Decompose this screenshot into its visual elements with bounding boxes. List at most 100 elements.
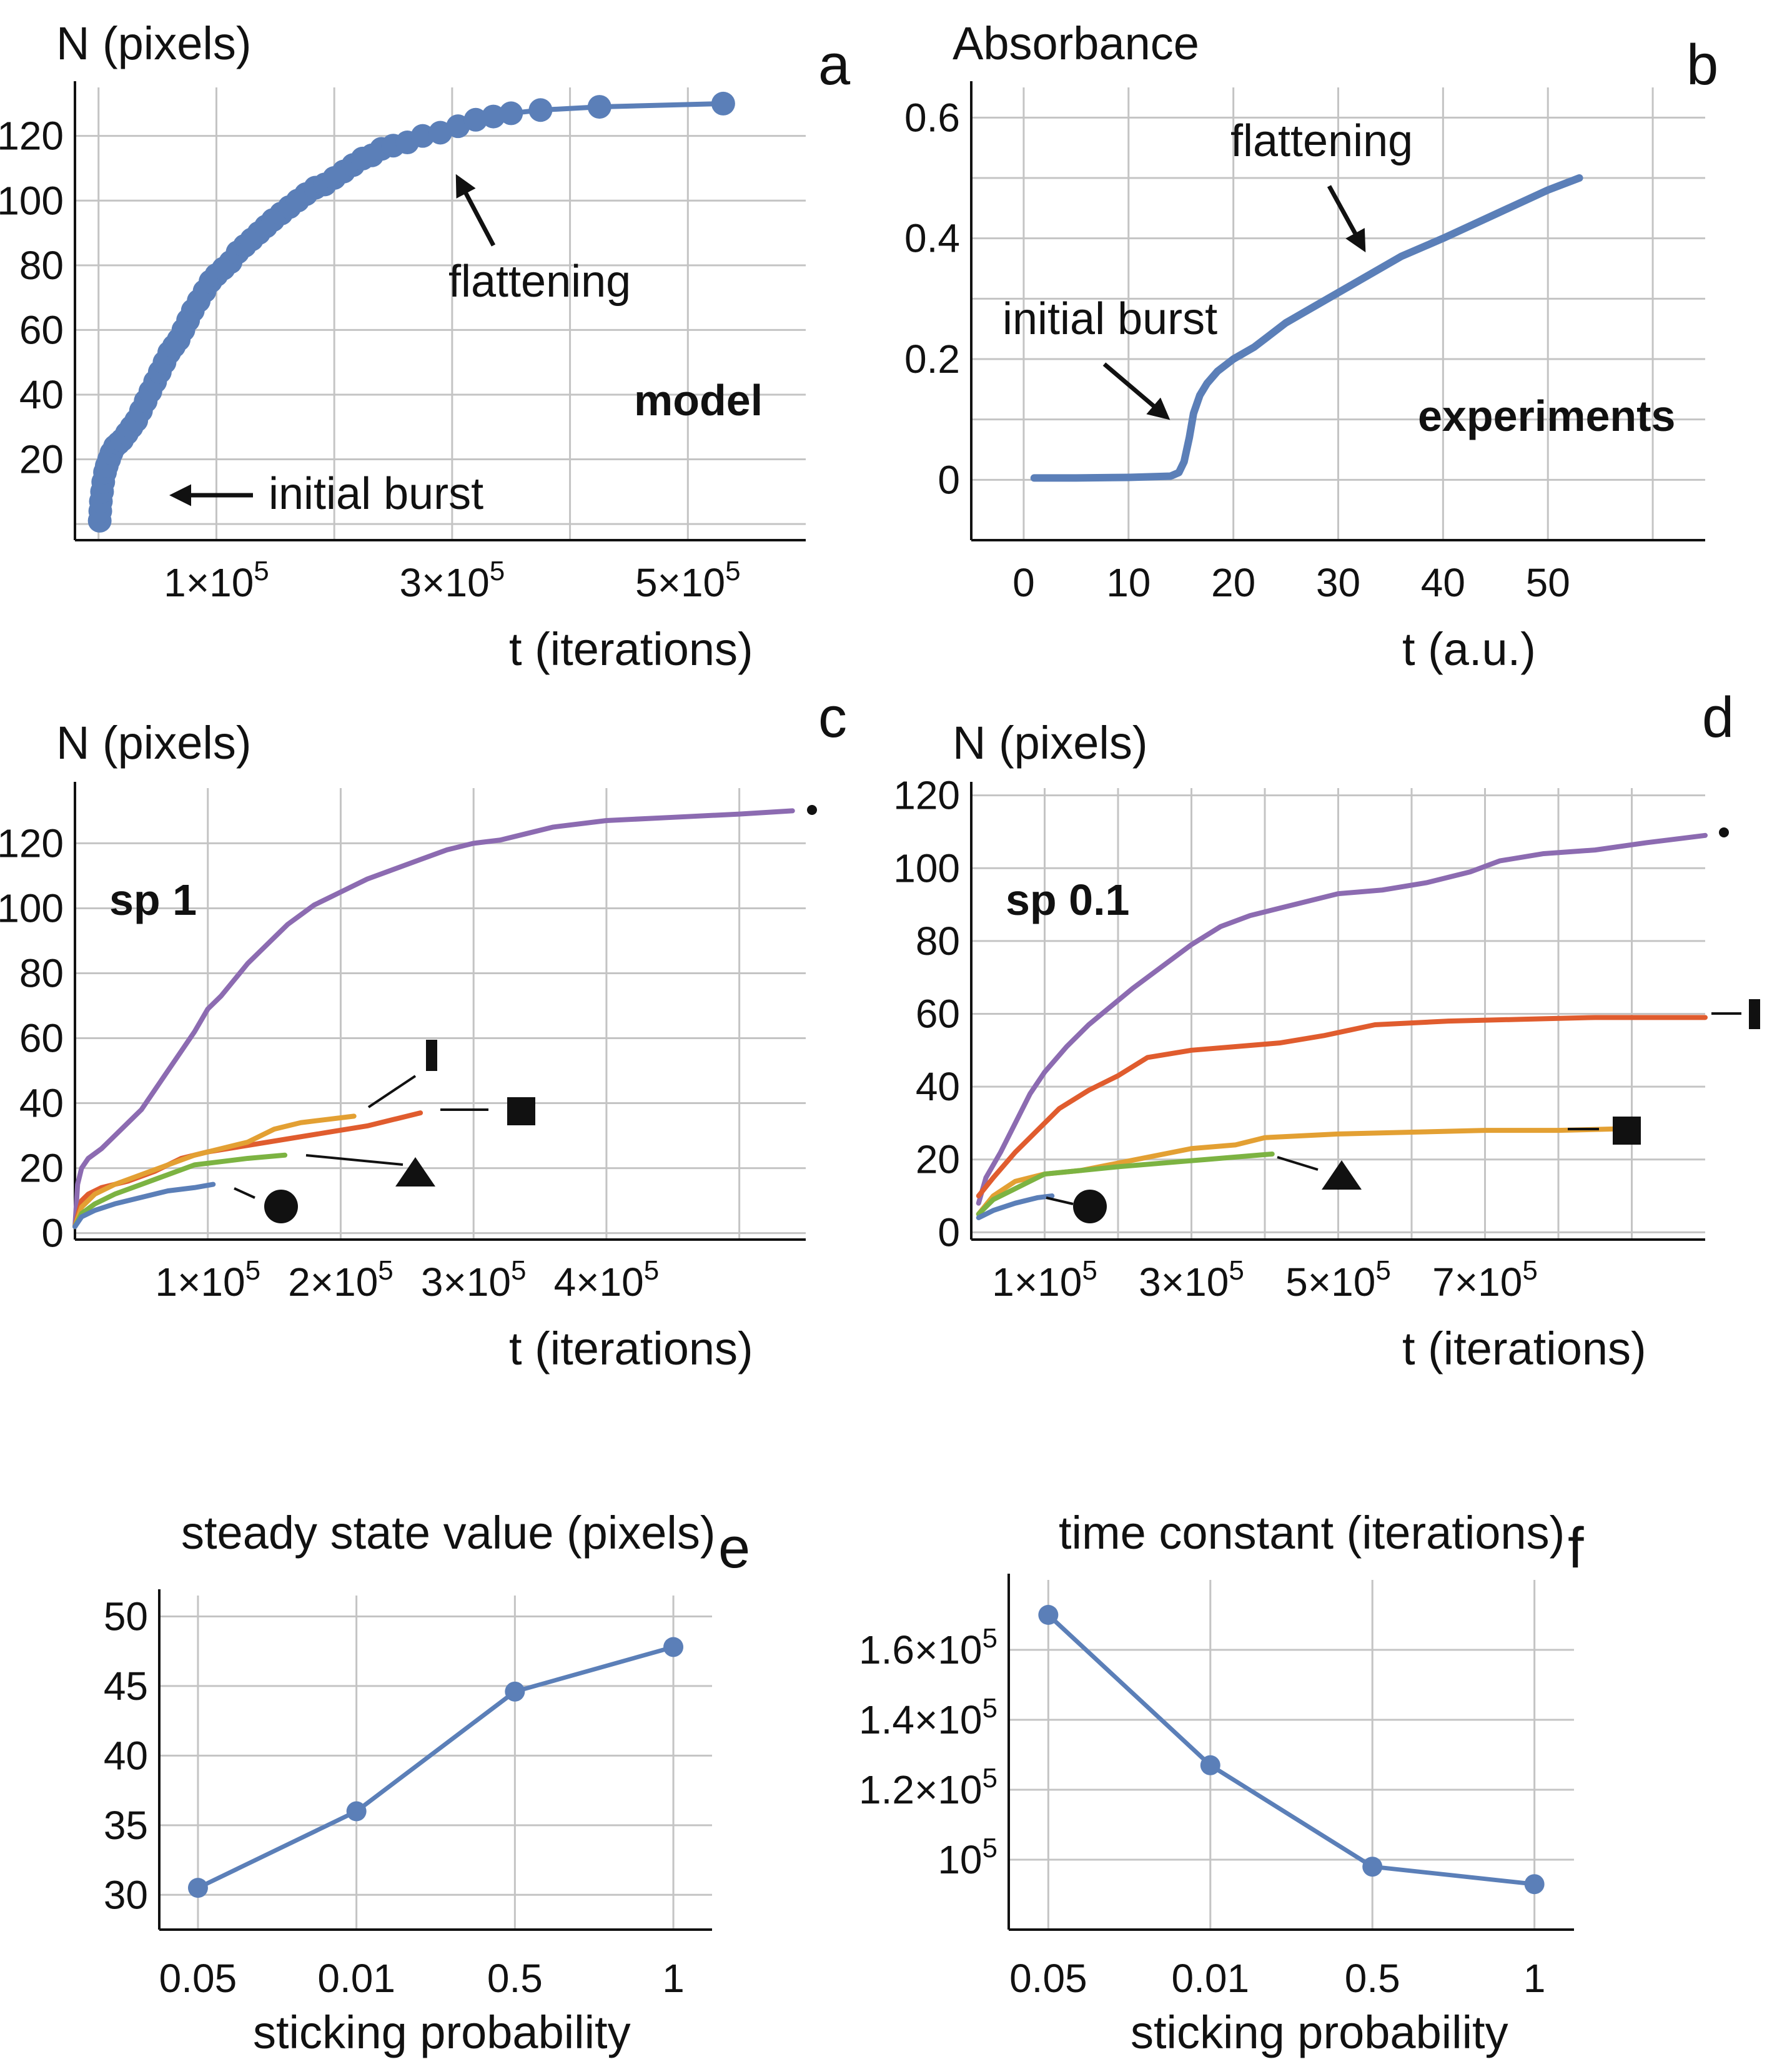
panel-d-ytick-6: 120 bbox=[893, 773, 960, 818]
panel-b-annot-experiments: experiments bbox=[1418, 392, 1675, 440]
panel-a-annot-initial-burst: initial burst bbox=[269, 469, 483, 519]
panel-d-xtick-0: 1×105 bbox=[992, 1255, 1097, 1305]
panel-d-marker-triangle bbox=[1322, 1160, 1362, 1190]
panel-d: 0 20 40 60 80 100 120 1×105 3×105 5×105 7×105 bbox=[893, 773, 1708, 1305]
panel-c-xtick-0: 1×105 bbox=[155, 1255, 260, 1305]
panel-f-xtick-1: 0.01 bbox=[1172, 1956, 1250, 2001]
panel-b: 0 0.2 0.4 0.6 0 10 20 30 40 50 bbox=[904, 81, 1705, 605]
panel-f-ytick-3: 1.6×105 bbox=[859, 1623, 997, 1672]
panel-e-ytick-1: 35 bbox=[104, 1803, 148, 1848]
panel-c-marker-triangle bbox=[395, 1157, 435, 1186]
panel-d-series-orange bbox=[976, 1015, 1708, 1199]
panel-d-xtick-3: 7×105 bbox=[1432, 1255, 1538, 1305]
panel-a-point-56 bbox=[463, 107, 488, 132]
panel-c-xtick-3-exponent: 5 bbox=[644, 1255, 659, 1286]
panel-b-letter: b bbox=[1686, 33, 1718, 97]
panel-d-ytick-1: 20 bbox=[916, 1137, 960, 1182]
panel-b-ylabel: Absorbance bbox=[953, 17, 1199, 69]
panel-c-marker-dot bbox=[807, 805, 817, 815]
panel-d-series-purple bbox=[976, 832, 1708, 1206]
panel-e-xtick-0: 0.05 bbox=[159, 1956, 237, 2001]
panel-c-ytick-2: 40 bbox=[19, 1081, 64, 1126]
panel-d-leader-triangle bbox=[1277, 1156, 1319, 1171]
panel-a-xtick-1: 3×105 bbox=[400, 556, 505, 605]
panel-e-ytick-0: 30 bbox=[104, 1872, 148, 1917]
panel-d-series-blue bbox=[976, 1193, 1055, 1221]
panel-c: 0 20 40 60 80 100 120 1×105 2×105 3×105 4×105 bbox=[0, 782, 806, 1305]
panel-d-xtick-3-exponent: 5 bbox=[1522, 1255, 1537, 1286]
panel-e-ytick-3: 45 bbox=[104, 1664, 148, 1709]
panel-b-ytick-0: 0 bbox=[938, 457, 960, 502]
panel-d-xtick-0-exponent: 5 bbox=[1082, 1255, 1097, 1286]
panel-a-xtick-1-exponent: 5 bbox=[490, 556, 505, 586]
panel-d-xtick-2: 5×105 bbox=[1285, 1255, 1391, 1305]
panel-e-point-3 bbox=[663, 1637, 684, 1657]
panel-f-ytick-0: 105 bbox=[938, 1833, 997, 1882]
panel-d-letter: d bbox=[1702, 686, 1734, 749]
panel-d-legend-markers bbox=[1046, 827, 1760, 1223]
panel-c-series-purple bbox=[72, 808, 795, 1230]
panel-d-leader-circle bbox=[1046, 1196, 1074, 1205]
panel-c-ytick-5: 100 bbox=[0, 886, 64, 930]
panel-f-ytick-2-exponent: 5 bbox=[983, 1693, 997, 1724]
panel-e-xlabel: sticking probability bbox=[253, 2006, 631, 2058]
panel-c-marker-bar bbox=[426, 1040, 437, 1071]
panel-a-ylabel: N (pixels) bbox=[56, 17, 251, 69]
panel-e-point-2 bbox=[505, 1681, 525, 1702]
panel-c-xtick-3: 4×105 bbox=[554, 1255, 660, 1305]
panel-f-xtick-2: 0.5 bbox=[1345, 1956, 1400, 2001]
panel-a-point-57 bbox=[481, 104, 505, 129]
panel-e-xtick-3: 1 bbox=[662, 1956, 685, 2001]
panel-b-ytick-2: 0.4 bbox=[904, 216, 960, 261]
panel-f-letter: f bbox=[1568, 1516, 1584, 1580]
panel-d-ytick-0: 0 bbox=[938, 1210, 960, 1255]
panel-f-ytick-0-exponent: 5 bbox=[983, 1833, 997, 1863]
panel-c-leader-triangle bbox=[305, 1154, 403, 1166]
panel-d-annot-sp: sp 0.1 bbox=[1006, 876, 1129, 924]
panel-a-ytick-1: 40 bbox=[19, 372, 64, 417]
panel-a: 20 40 60 80 100 120 1×105 3×105 5×105 bbox=[0, 81, 806, 605]
panel-c-ytick-6: 120 bbox=[0, 821, 64, 866]
panel-a-ytick-4: 100 bbox=[0, 178, 64, 223]
panel-c-letter: c bbox=[818, 686, 847, 749]
panel-a-ytick-5: 120 bbox=[0, 114, 64, 159]
panel-e-xtick-1: 0.01 bbox=[317, 1956, 395, 2001]
panel-d-ytick-2: 40 bbox=[916, 1064, 960, 1109]
panel-c-xtick-1-exponent: 5 bbox=[378, 1255, 393, 1286]
panel-b-series-experiments bbox=[1030, 174, 1583, 482]
panel-e-ytick-4: 50 bbox=[104, 1594, 148, 1639]
panel-c-marker-circle bbox=[264, 1190, 298, 1223]
panel-c-xtick-2-exponent: 5 bbox=[511, 1255, 526, 1286]
panel-c-ylabel: N (pixels) bbox=[56, 717, 251, 769]
panel-d-ytick-5: 100 bbox=[893, 846, 960, 890]
panel-c-xtick-1: 2×105 bbox=[288, 1255, 394, 1305]
panel-f-xtick-3: 1 bbox=[1523, 1956, 1546, 2001]
panel-c-xlabel: t (iterations) bbox=[509, 1323, 753, 1374]
panel-e-title: steady state value (pixels) bbox=[181, 1507, 716, 1559]
panel-c-annot-sp: sp 1 bbox=[109, 876, 197, 924]
panel-c-series-yellow bbox=[72, 1113, 357, 1230]
panel-b-xtick-1: 10 bbox=[1106, 560, 1151, 605]
panel-c-leader-circle bbox=[234, 1187, 255, 1199]
panel-a-point-53 bbox=[410, 124, 435, 148]
panel-e-series-line bbox=[197, 1645, 674, 1890]
panel-c-xtick-0-exponent: 5 bbox=[245, 1255, 260, 1286]
panel-a-xtick-0: 1×105 bbox=[164, 556, 269, 605]
panel-c-legend-markers bbox=[234, 805, 817, 1223]
panel-f-ytick-1-exponent: 5 bbox=[983, 1763, 997, 1793]
panel-a-letter: a bbox=[818, 33, 851, 97]
panel-e-xtick-2: 0.5 bbox=[487, 1956, 543, 2001]
panel-b-xtick-0: 0 bbox=[1012, 560, 1035, 605]
panel-a-annot-flattening: flattening bbox=[448, 257, 631, 307]
panel-a-arrow-flattening bbox=[455, 174, 496, 247]
panel-d-xtick-1: 3×105 bbox=[1139, 1255, 1244, 1305]
panel-f-ytick-3-exponent: 5 bbox=[983, 1623, 997, 1654]
panel-d-xlabel: t (iterations) bbox=[1402, 1323, 1646, 1374]
panel-e-ytick-2: 40 bbox=[104, 1733, 148, 1778]
panel-d-series-green bbox=[976, 1151, 1275, 1217]
panel-f-xlabel: sticking probability bbox=[1131, 2006, 1508, 2058]
panel-b-xtick-4: 40 bbox=[1421, 560, 1465, 605]
panel-d-marker-dot bbox=[1719, 827, 1729, 837]
panel-a-ytick-2: 60 bbox=[19, 307, 64, 352]
panel-f-title: time constant (iterations) bbox=[1059, 1507, 1565, 1559]
